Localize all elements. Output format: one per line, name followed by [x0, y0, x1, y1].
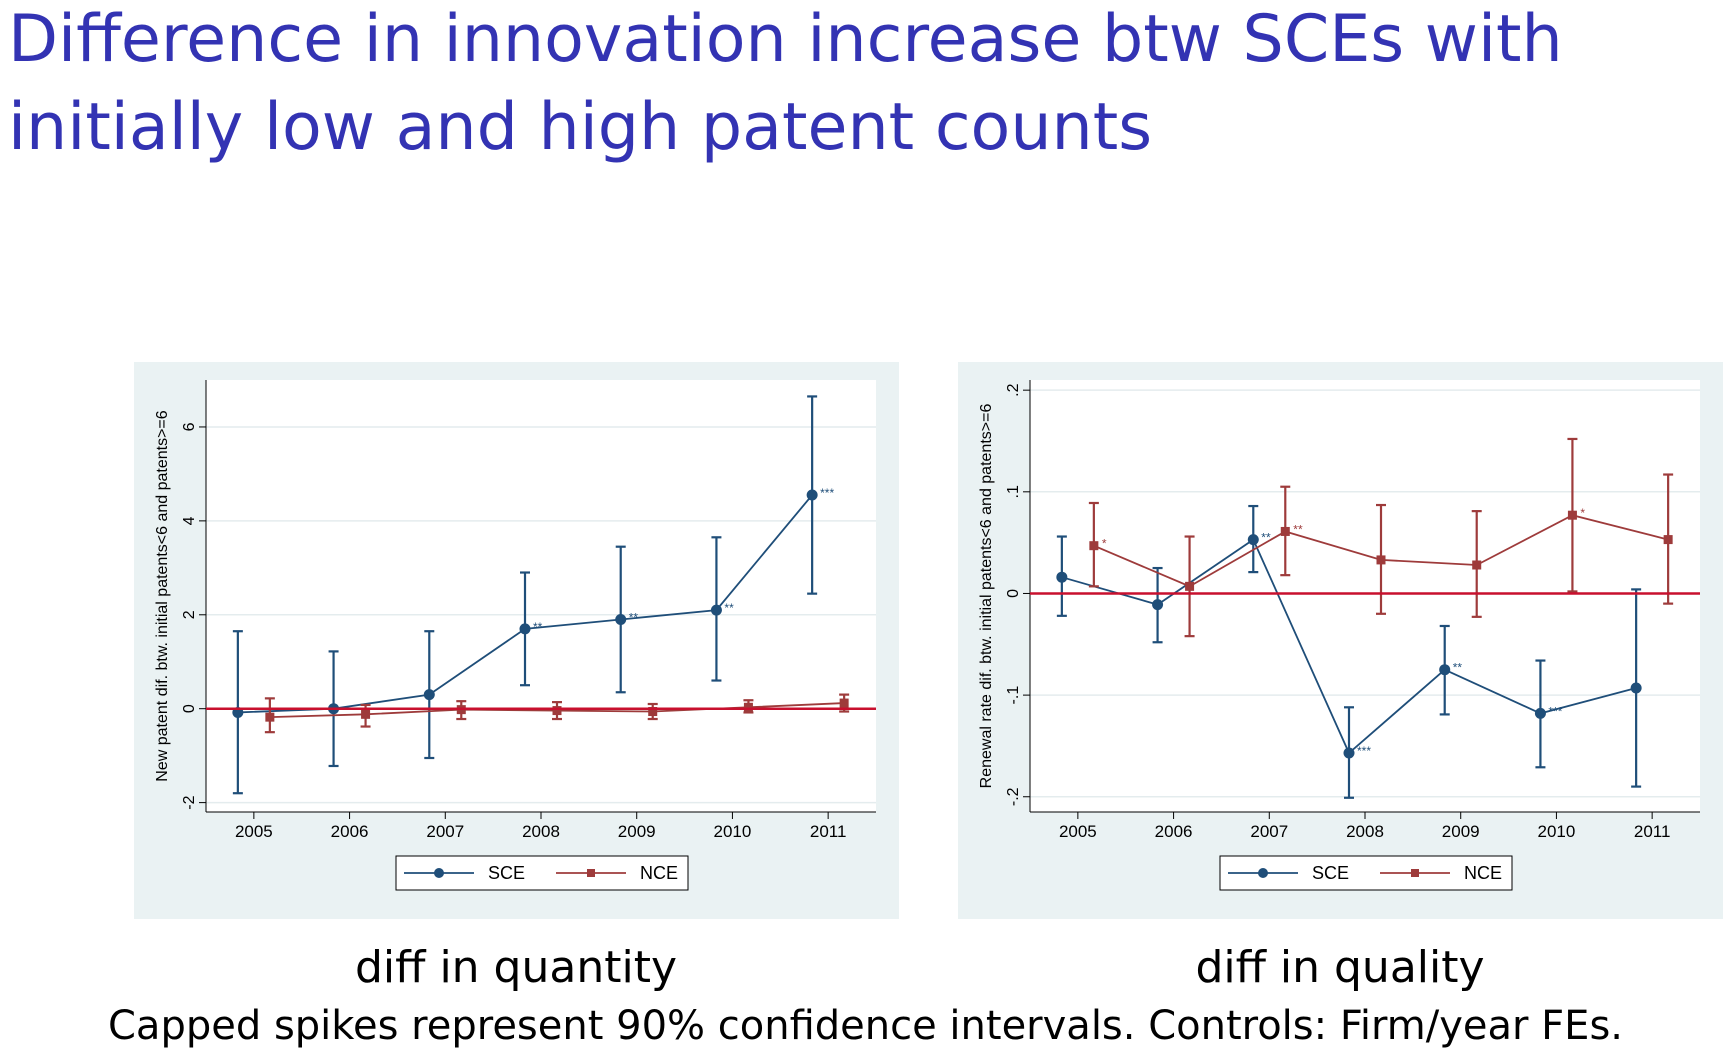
- significance-stars: **: [724, 601, 734, 615]
- x-tick-label: 2006: [1155, 822, 1193, 841]
- quality-caption: diff in quality: [1195, 942, 1485, 993]
- slide-title: Difference in innovation increase btw SC…: [8, 2, 1563, 165]
- significance-stars: *: [1580, 506, 1585, 520]
- legend-marker-sce: [1258, 868, 1268, 878]
- y-tick-label: -.2: [1005, 787, 1022, 806]
- x-tick-label: 2007: [1250, 822, 1288, 841]
- legend-marker-nce: [587, 869, 595, 877]
- x-tick-label: 2008: [522, 822, 560, 841]
- data-point-sce: [1343, 747, 1355, 759]
- significance-stars: **: [1261, 531, 1271, 545]
- x-tick-label: 2005: [1059, 822, 1097, 841]
- data-point-sce: [806, 489, 818, 501]
- y-tick-label: -2: [181, 795, 198, 809]
- data-point-sce: [1439, 664, 1451, 676]
- data-point-sce: [1534, 707, 1546, 719]
- significance-stars: *: [1102, 537, 1107, 551]
- legend-label-nce: NCE: [1464, 863, 1502, 883]
- y-axis-title: New patent dif. btw. initial patents<6 a…: [154, 410, 171, 781]
- significance-stars: **: [533, 620, 543, 634]
- data-point-sce: [1247, 534, 1259, 546]
- y-tick-label: .1: [1005, 485, 1022, 498]
- data-point-sce: [615, 613, 627, 625]
- y-tick-label: 6: [181, 422, 198, 431]
- data-point-nce: [1089, 541, 1099, 551]
- data-point-sce: [1630, 682, 1642, 694]
- y-tick-label: -.1: [1005, 686, 1022, 705]
- data-point-nce: [1567, 510, 1577, 520]
- x-tick-label: 2005: [235, 822, 273, 841]
- data-point-sce: [519, 623, 531, 635]
- data-point-nce: [552, 706, 562, 716]
- y-tick-label: 0: [181, 704, 198, 713]
- y-axis-title: Renewal rate dif. btw. initial patents<6…: [978, 404, 995, 789]
- x-tick-label: 2011: [1634, 822, 1671, 841]
- data-point-sce: [710, 604, 722, 616]
- plot-area: [206, 380, 876, 812]
- data-point-sce: [1152, 599, 1164, 611]
- data-point-nce: [648, 707, 658, 717]
- data-point-nce: [361, 709, 371, 719]
- data-point-nce: [1185, 581, 1195, 591]
- data-point-nce: [839, 698, 849, 708]
- data-point-nce: [1472, 560, 1482, 570]
- data-point-sce: [1056, 571, 1068, 583]
- quality-chart-panel: -.2 -.1 0 .1 .2 2005 2006 2007 2008 2009 2010 2011 R…: [958, 362, 1723, 919]
- y-tick-label: 2: [181, 610, 198, 619]
- data-point-nce: [1280, 526, 1290, 536]
- y-tick-label: .2: [1005, 383, 1022, 396]
- x-tick-label: 2008: [1346, 822, 1384, 841]
- x-tick-label: 2007: [426, 822, 464, 841]
- legend-label-sce: SCE: [488, 863, 525, 883]
- x-tick-label: 2009: [1442, 822, 1480, 841]
- slide-footnote: Capped spikes represent 90% confidence i…: [108, 1003, 1623, 1049]
- legend-marker-nce: [1411, 869, 1419, 877]
- quantity-caption: diff in quantity: [355, 942, 677, 993]
- x-tick-label: 2006: [331, 822, 369, 841]
- y-tick-label: 0: [1005, 589, 1022, 598]
- quantity-chart: -2 0 2 4 6 2005 2006 2007 2008 2009 2010 2011 New pa…: [154, 380, 876, 891]
- data-point-nce: [265, 712, 275, 722]
- significance-stars: ***: [1548, 704, 1562, 718]
- legend-label-sce: SCE: [1312, 863, 1349, 883]
- data-point-nce: [1376, 555, 1386, 565]
- x-tick-label: 2009: [618, 822, 656, 841]
- significance-stars: **: [629, 610, 639, 624]
- significance-stars: **: [1453, 661, 1463, 675]
- legend: SCE NCE: [395, 855, 689, 891]
- legend-marker-sce: [434, 868, 444, 878]
- y-tick-label: 4: [181, 516, 198, 525]
- x-tick-label: 2011: [810, 822, 847, 841]
- legend-label-nce: NCE: [640, 863, 678, 883]
- data-point-nce: [1663, 535, 1673, 545]
- significance-stars: ***: [820, 486, 834, 500]
- quality-chart: -.2 -.1 0 .1 .2 2005 2006 2007 2008 2009 2010 2011 R…: [978, 380, 1700, 891]
- data-point-nce: [743, 702, 753, 712]
- significance-stars: **: [1293, 522, 1303, 536]
- data-point-sce: [423, 689, 435, 701]
- significance-stars: ***: [1357, 744, 1371, 758]
- quantity-chart-panel: -2 0 2 4 6 2005 2006 2007 2008 2009 2010 2011 New pa…: [134, 362, 899, 919]
- x-tick-label: 2010: [1538, 822, 1576, 841]
- legend: SCE NCE: [1219, 855, 1513, 891]
- x-tick-label: 2010: [714, 822, 752, 841]
